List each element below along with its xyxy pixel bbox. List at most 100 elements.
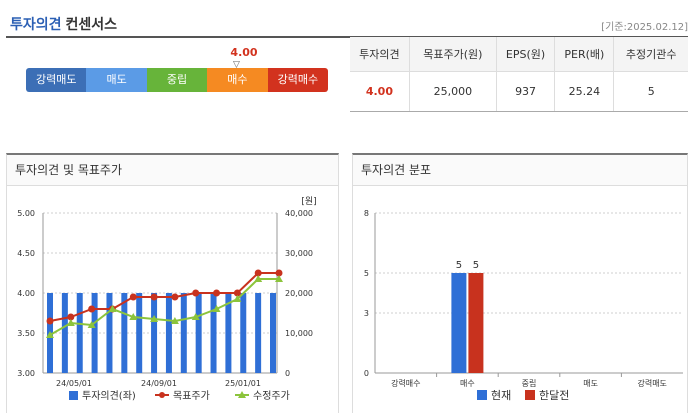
opinion-bar: [195, 293, 202, 373]
panel1-title: 투자의견 및 목표주가: [7, 155, 338, 186]
col-estimators: 추정기관수: [613, 37, 688, 72]
target-price-point: [171, 293, 179, 301]
opinion-bar: [61, 293, 68, 373]
target-price-point: [150, 293, 158, 301]
opinion-target-panel: 투자의견 및 목표주가 [원] 5.00 40,000 4.50 30,000 4.00 2…: [6, 153, 339, 413]
legend-current-swatch: [477, 390, 487, 400]
legend-target-marker: [159, 392, 165, 398]
category-label: 강력매수: [391, 378, 420, 388]
category-label: 매수: [460, 379, 475, 388]
bar-value-label: 5: [473, 260, 479, 271]
y-tick-label: 5: [364, 269, 369, 278]
header-title: 투자의견: [10, 17, 62, 33]
adjusted-price-point: [66, 319, 75, 326]
col-opinion: 투자의견: [350, 37, 410, 72]
adjusted-price-point: [233, 295, 242, 302]
legend-month-ago-label: 한달전: [539, 389, 569, 402]
legend-current-label: 현재: [491, 389, 511, 402]
legend-opinion-swatch: [69, 391, 78, 400]
target-price-point: [67, 313, 75, 321]
col-target-price: 목표주가(원): [409, 37, 497, 72]
right-tick-label: 30,000: [285, 249, 313, 258]
current-bar: [451, 273, 467, 373]
col-eps: EPS(원): [496, 37, 556, 72]
target-price-point: [46, 317, 54, 325]
adjusted-price-point: [254, 275, 263, 282]
category-label: 강력매도: [637, 378, 666, 388]
left-tick-label: 4.00: [17, 289, 35, 298]
scale-neutral: 중립: [146, 68, 208, 92]
category-label: 매도: [583, 379, 598, 388]
reference-date: [기준:2025.02.12]: [601, 22, 688, 33]
adjusted-price-point: [150, 315, 159, 322]
opinion-bar: [180, 293, 187, 373]
val-per: 25.24: [554, 71, 615, 112]
val-eps: 937: [496, 71, 556, 112]
target-price-point: [88, 305, 96, 313]
target-price-point: [254, 269, 262, 277]
opinion-bar: [76, 293, 83, 373]
summary-value-row: 4.00 25,000 937 25.24 5: [350, 71, 688, 112]
month-ago-bar: [468, 273, 484, 373]
header-divider: [6, 36, 688, 38]
target-price-line: [49, 272, 279, 322]
adjusted-price-point: [275, 275, 283, 282]
opinion-bar: [225, 293, 232, 373]
right-axis-unit: [원]: [301, 196, 316, 207]
legend-target-label: 목표주가: [173, 390, 210, 402]
opinion-distribution-panel: 투자의견 분포 8 5 3 0 강력매수 매수 5 5 중립 매도 강력매도 현재 한달전: [352, 153, 688, 413]
left-tick-label: 3.50: [17, 329, 35, 338]
adjusted-price-line: [49, 278, 279, 336]
summary-header-row: 투자의견 목표주가(원) EPS(원) PER(배) 추정기관수: [350, 37, 688, 72]
col-per: PER(배): [554, 37, 615, 72]
val-opinion: 4.00: [350, 71, 410, 112]
adjusted-price-point: [87, 321, 96, 328]
x-tick-label: 24/05/01: [56, 379, 92, 388]
opinion-bar: [151, 293, 158, 373]
adjusted-price-point: [191, 313, 200, 320]
x-tick-label: 25/01/01: [225, 379, 261, 388]
opinion-scale: 강력매도 매도 중립 매수 강력매수: [26, 68, 328, 92]
opinion-score: 4.00: [230, 46, 258, 59]
scale-strong-sell: 강력매도: [26, 68, 87, 92]
category-label: 중립: [522, 379, 537, 388]
target-price-point: [275, 269, 283, 277]
y-tick-label: 0: [364, 369, 369, 378]
opinion-bar: [240, 293, 247, 373]
target-price-point: [233, 289, 241, 297]
left-tick-label: 4.50: [17, 249, 35, 258]
legend-adjusted-label: 수정주가: [253, 390, 290, 402]
adjusted-price-point: [170, 317, 179, 324]
left-tick-label: 3.00: [17, 369, 35, 378]
adjusted-price-point: [129, 313, 138, 320]
opinion-bar: [165, 293, 172, 373]
y-tick-label: 3: [364, 309, 369, 318]
opinion-bar: [210, 293, 217, 373]
right-tick-label: 0: [285, 369, 290, 378]
opinion-bar: [270, 293, 276, 373]
opinion-bar: [91, 293, 98, 373]
page-header: 투자의견 컨센서스 [기준:2025.02.12]: [10, 14, 688, 36]
scale-strong-buy: 강력매수: [267, 68, 328, 92]
x-tick-label: 24/09/01: [141, 379, 177, 388]
legend-month-ago-swatch: [525, 390, 535, 400]
bar-value-label: 5: [456, 260, 462, 271]
y-tick-label: 8: [364, 209, 369, 218]
adjusted-price-point: [108, 305, 117, 312]
header-subtitle: 컨센서스: [65, 17, 118, 33]
legend-opinion-label: 투자의견(좌): [82, 390, 136, 402]
scale-sell: 매도: [86, 68, 147, 92]
opinion-pointer-icon: ▽: [233, 60, 240, 70]
right-tick-label: 40,000: [285, 209, 313, 218]
adjusted-price-point: [212, 305, 221, 312]
scale-buy: 매수: [207, 68, 268, 92]
legend-adjusted-marker: [238, 391, 246, 398]
opinion-bar: [255, 293, 262, 373]
right-tick-label: 10,000: [285, 329, 313, 338]
opinion-bar: [106, 293, 113, 373]
opinion-bar: [136, 293, 143, 373]
adjusted-price-point: [46, 331, 54, 338]
opinion-bar: [121, 293, 128, 373]
val-target-price: 25,000: [409, 71, 497, 112]
